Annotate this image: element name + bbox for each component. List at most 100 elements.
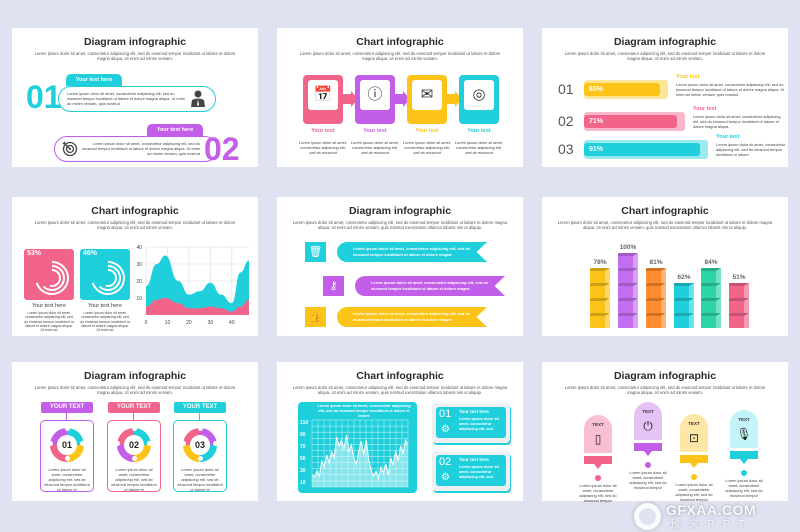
line-area-fill: [312, 435, 408, 487]
x-tick-label: 10: [165, 320, 171, 326]
pin-bubble: [680, 414, 708, 452]
y-tick-label: 30: [136, 262, 142, 268]
calendar-icon: 📅: [308, 80, 338, 110]
line-series: [311, 435, 409, 481]
x-tick-label: 0: [145, 320, 148, 326]
card-text: Lorem ipsum dolor sit amet, consectetur …: [24, 311, 74, 333]
info-card-inner: [436, 455, 506, 486]
pin-bar: [634, 443, 662, 451]
watermark-subtext: 预 夹 P P T: [670, 519, 748, 530]
cube-block: [701, 283, 721, 298]
slide-title: Chart infographic: [356, 36, 444, 48]
cube-block: [729, 313, 749, 328]
slide-subtitle: Lorem ipsum dolor sit amet, consectetur …: [34, 385, 236, 396]
donut-dot: [147, 441, 152, 446]
pin-pointer: [644, 451, 652, 456]
row-heading: Your text: [693, 106, 717, 112]
trash-icon: 🗑: [305, 242, 326, 262]
smartphone-icon: ▯: [594, 432, 602, 446]
slide-diagram-pins[interactable]: Diagram infographic Lorem ipsum dolor si…: [542, 362, 788, 503]
card-frame: [40, 420, 94, 492]
pin-text: Lorem ipsum dolor sit amet, consectetur …: [675, 482, 713, 502]
donut-dot: [65, 426, 70, 431]
slide-diagram-donut-cards[interactable]: Diagram infographic Lorem ipsum dolor si…: [12, 362, 258, 501]
cube-block: [646, 268, 666, 283]
item-heading: Your text here: [147, 124, 203, 136]
donut-number: 01: [57, 435, 77, 455]
mail-icon: ✉: [412, 80, 442, 110]
slide-chart-line-panel[interactable]: Chart infographic Lorem ipsum dolor sit …: [277, 362, 523, 501]
document-info-icon: ⓘ: [360, 80, 390, 110]
slide-chart-area[interactable]: Chart infographic Lorem ipsum dolor sit …: [12, 197, 258, 336]
concentric-rings-icon: [35, 261, 69, 295]
slide-title: Diagram infographic: [348, 205, 452, 217]
row-heading: Your text: [716, 134, 740, 140]
slide-title: Diagram infographic: [83, 36, 187, 48]
step-heading: Your text: [467, 128, 491, 134]
arrow-connector: [341, 94, 351, 104]
donut-number: 03: [190, 435, 210, 455]
card-text: Lorem ipsum dolor sit amet, consectetur …: [44, 467, 90, 492]
pin-bar: [730, 451, 758, 459]
thumbs-up-icon: 👍: [305, 307, 326, 327]
slide-chart-process-flow[interactable]: Chart infographic Lorem ipsum dolor sit …: [277, 28, 523, 167]
cube-block: [618, 313, 638, 328]
arrow-connector: [393, 94, 403, 104]
item-box: [54, 136, 218, 162]
pin-pointer: [740, 459, 748, 464]
cube-block: [618, 268, 638, 283]
slide-title: Chart infographic: [621, 205, 709, 217]
row-heading: Your text: [676, 74, 700, 80]
line-chart: 10 30 50 70 90 110: [300, 419, 409, 488]
slide-diagram-numbered-bars[interactable]: Diagram infographic Lorem ipsum dolor si…: [12, 28, 258, 167]
card-heading: Your text here: [459, 457, 489, 462]
slide-subtitle: Lorem ipsum dolor sit amet, consectetur …: [557, 220, 773, 231]
power-icon: ⏻: [643, 419, 653, 433]
slide-diagram-progress-bars[interactable]: Diagram infographic Lorem ipsum dolor si…: [542, 28, 788, 167]
info-card-inner: [436, 407, 506, 438]
slide-subtitle: Lorem ipsum dolor sit amet, consectetur …: [299, 51, 501, 62]
bar-value-label: 81%: [649, 259, 663, 266]
donut-dot: [213, 441, 218, 446]
pin-heading: TEXT: [738, 417, 750, 422]
concentric-rings-icon: [91, 261, 125, 295]
cube-block: [590, 268, 610, 283]
donut-dot: [198, 426, 203, 431]
y-tick-label: 50: [300, 456, 306, 462]
pin-bubble: [634, 402, 662, 440]
cube-block: [729, 298, 749, 313]
y-tick-label: 110: [300, 420, 308, 426]
bar-value-label: 78%: [593, 259, 607, 266]
cube-block: [618, 253, 638, 268]
arrow-head: [455, 91, 462, 107]
slide-chart-cube-bars[interactable]: Chart infographic Lorem ipsum dolor sit …: [542, 197, 788, 336]
y-tick-label: 30: [300, 468, 306, 474]
card-heading: YOUR TEXT: [108, 402, 160, 413]
gear-icon: ⚙: [441, 424, 450, 435]
cube-block: [729, 283, 749, 298]
step-text: Lorem ipsum dolor sit amet, consectetur …: [455, 140, 504, 155]
step-heading: Your text: [311, 128, 335, 134]
ring-arc: [39, 265, 65, 291]
donut-dot: [198, 456, 203, 461]
cube-block: [646, 283, 666, 298]
pin-dot: [645, 462, 651, 468]
card-heading: Your text here: [459, 409, 489, 414]
card-text: Lorem ipsum dolor sit amet, consectetur …: [459, 417, 499, 431]
pin-heading: TEXT: [642, 409, 654, 414]
donut-dot: [65, 456, 70, 461]
slide-diagram-ribbons[interactable]: Diagram infographic Lorem ipsum dolor si…: [277, 197, 523, 336]
card-text: Lorem ipsum dolor sit amet, consectetur …: [80, 311, 130, 333]
pin-dot: [691, 474, 697, 480]
pin-bubble: [584, 415, 612, 453]
y-tick-label: 10: [300, 480, 306, 486]
connector-line: [199, 413, 200, 421]
key-icon: ⚷: [323, 276, 344, 296]
area-series: [146, 298, 249, 315]
step-heading: Your text: [363, 128, 387, 134]
card-text: Lorem ipsum dolor sit amet, consectetur …: [111, 467, 157, 492]
row-number: 02: [558, 113, 574, 129]
slide-subtitle: Lorem ipsum dolor sit amet, consectetur …: [564, 51, 766, 62]
pin-pointer: [594, 464, 602, 469]
pin-heading: TEXT: [592, 422, 604, 427]
